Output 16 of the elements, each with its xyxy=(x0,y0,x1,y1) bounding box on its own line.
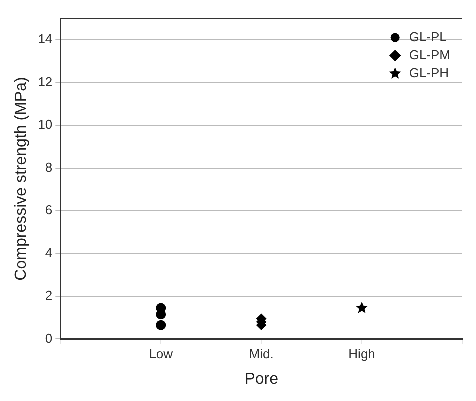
y-tick-label: 2 xyxy=(45,288,53,304)
legend-label: GL-PH xyxy=(409,65,450,80)
y-tick-label: 8 xyxy=(45,160,53,175)
y-axis-title: Compressive strength (MPa) xyxy=(13,77,30,281)
legend-label: GL-PL xyxy=(409,29,447,44)
y-tick-label: 0 xyxy=(45,330,53,346)
x-axis-title: Pore xyxy=(244,370,279,388)
y-tick-label: 14 xyxy=(38,32,53,47)
x-tick-label: Mid. xyxy=(249,346,274,362)
y-tick-label: 10 xyxy=(38,117,53,132)
x-tick-label: Low xyxy=(149,346,174,362)
y-tick-label: 12 xyxy=(38,74,53,90)
y-tick-label: 4 xyxy=(45,245,53,260)
x-tick-label: High xyxy=(348,346,376,362)
y-tick-label: 6 xyxy=(45,202,53,218)
legend-label: GL-PM xyxy=(409,47,450,62)
